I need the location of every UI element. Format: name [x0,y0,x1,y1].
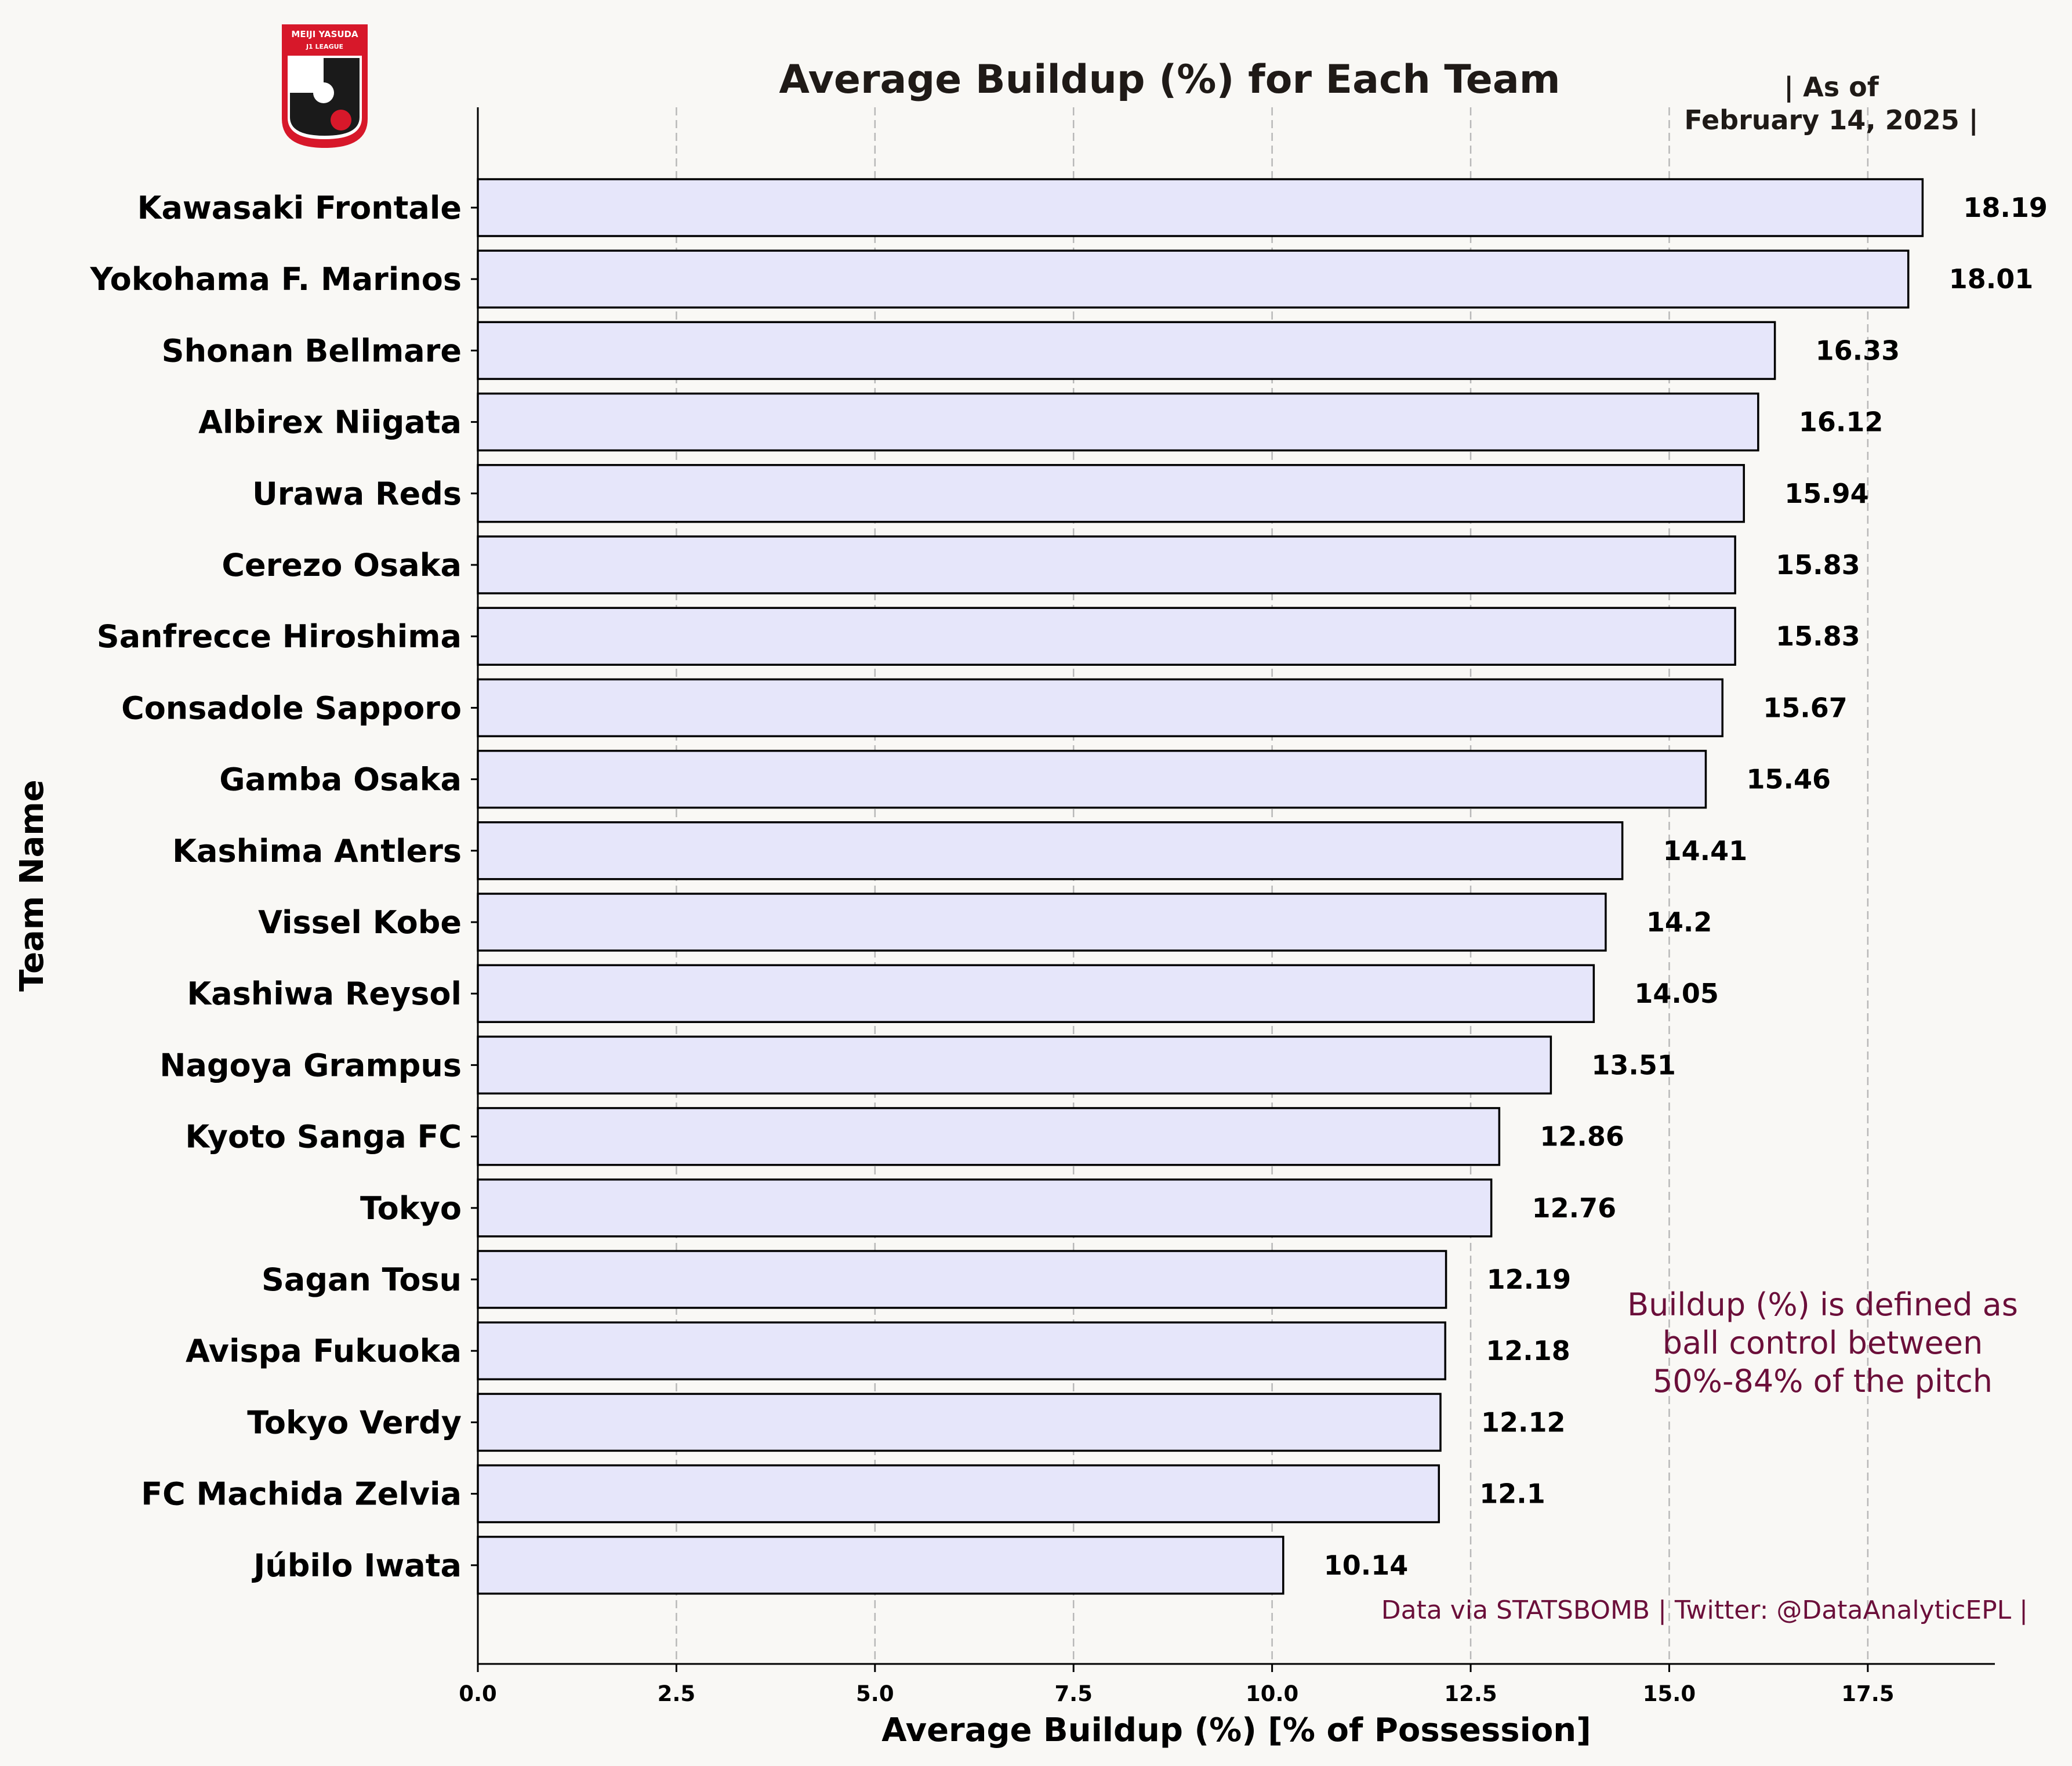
x-tick-label: 2.5 [658,1681,696,1706]
x-axis-label: Average Buildup (%) [% of Possession] [881,1711,1591,1749]
bar-value-label: 15.83 [1776,549,1860,581]
bar-value-label: 12.18 [1486,1335,1570,1366]
value-labels: 18.19 18.01 16.33 16.12 15.94 15.83 15.83 15.67… [1324,192,2048,1581]
bar [477,1321,1446,1380]
team-name-label: Avispa Fukuoka [186,1333,462,1369]
team-name-label: Consadole Sapporo [121,690,462,726]
logo-text-line-1: MEIJI YASUDA [291,29,358,39]
team-name-label: Tokyo [360,1190,462,1227]
team-name-label: Albirex Niigata [198,404,462,441]
x-tick-label: 17.5 [1841,1681,1894,1706]
bar-value-label: 10.14 [1324,1550,1409,1581]
bar [477,1250,1447,1309]
bar [477,893,1607,952]
bar-value-label: 15.67 [1763,692,1848,723]
bar [477,964,1595,1023]
x-ticks: 0.0 2.5 5.0 7.5 10.0 12.5 15.0 17.5 [459,1664,1895,1706]
date-note-line-2: February 14, 2025 | [1684,104,1978,136]
bar [477,1536,1284,1595]
bar [477,464,1745,523]
bar [477,1178,1493,1238]
bar-value-label: 13.51 [1591,1049,1676,1080]
bar [477,1035,1552,1095]
bar [477,821,1624,880]
team-name-label: Gamba Osaka [219,761,462,798]
bar [477,749,1707,809]
bar-value-label: 14.05 [1634,978,1719,1009]
bar-value-label: 14.2 [1646,906,1712,938]
team-name-label: Shonan Bellmare [162,332,462,369]
logo-ball [313,82,334,103]
bar [477,535,1736,594]
y-tick-labels: Kawasaki Frontale Yokohama F. Marinos Shon… [90,190,478,1584]
team-name-label: FC Machida Zelvia [141,1476,462,1513]
team-name-label: Vissel Kobe [258,904,462,941]
bar [477,178,1924,237]
bar-value-label: 12.12 [1481,1406,1566,1438]
bar-value-label: 16.33 [1816,335,1900,366]
team-name-label: Nagoya Grampus [159,1047,462,1083]
bars [477,178,1924,1595]
x-tick-label: 12.5 [1444,1681,1497,1706]
bar [477,392,1759,452]
team-name-label: Yokohama F. Marinos [90,261,462,298]
logo-text-line-2: J1 LEAGUE [306,43,343,50]
x-tick-label: 5.0 [856,1681,894,1706]
y-axis-label: Team Name [13,779,51,991]
bar-value-label: 18.01 [1949,263,2034,295]
bar-value-label: 15.94 [1784,478,1869,509]
logo-red-dot [331,110,351,130]
bar [477,678,1723,738]
annotation-line-3: 50%-84% of the pitch [1653,1363,1993,1399]
bar-value-label: 18.19 [1963,192,2048,223]
team-name-label: Kawasaki Frontale [137,190,462,226]
team-name-label: Kashiwa Reysol [187,976,462,1012]
team-name-label: Sagan Tosu [262,1261,462,1298]
date-note-line-1: | As of [1784,71,1879,103]
bar-value-label: 16.12 [1799,407,1884,438]
bar [477,1107,1501,1166]
bar [477,1464,1440,1524]
bar-value-label: 12.1 [1479,1478,1545,1510]
bar-value-label: 15.83 [1776,621,1860,652]
team-name-label: Sanfrecce Hiroshima [97,618,462,655]
bar-value-label: 12.76 [1532,1192,1617,1224]
annotation-line-2: ball control between [1663,1325,1983,1361]
bar [477,1393,1442,1452]
bar [477,607,1736,666]
x-tick-label: 15.0 [1643,1681,1696,1706]
team-name-label: Kashima Antlers [172,833,462,869]
team-name-label: Kyoto Sanga FC [185,1119,462,1155]
chart-title: Average Buildup (%) for Each Team [779,57,1560,103]
bar-value-label: 12.19 [1487,1264,1572,1295]
bar-value-label: 15.46 [1746,764,1831,795]
team-name-label: Urawa Reds [252,476,462,512]
team-name-label: Júbilo Iwata [251,1547,462,1584]
bar-value-label: 12.86 [1540,1121,1624,1152]
x-tick-label: 7.5 [1054,1681,1093,1706]
footer-credit: Data via STATSBOMB | Twitter: @DataAnaly… [1381,1595,2028,1625]
bar [477,321,1776,380]
bar-value-label: 14.41 [1663,835,1748,866]
annotation-line-1: Buildup (%) is defined as [1627,1286,2018,1323]
j-league-logo: MEIJI YASUDA J1 LEAGUE [282,24,368,148]
x-tick-label: 0.0 [459,1681,497,1706]
x-tick-label: 10.0 [1246,1681,1298,1706]
team-name-label: Tokyo Verdy [247,1404,462,1441]
team-name-label: Cerezo Osaka [222,547,462,583]
bar [477,249,1910,309]
